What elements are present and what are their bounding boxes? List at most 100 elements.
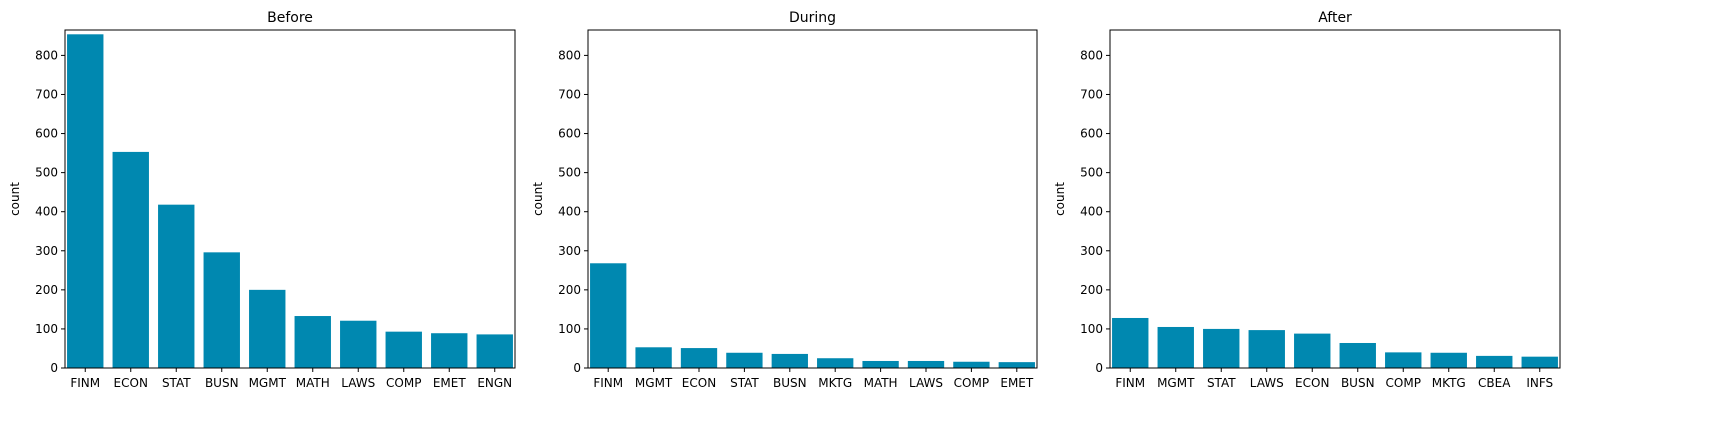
bar-math bbox=[294, 316, 331, 368]
x-tick-label: ECON bbox=[114, 376, 148, 390]
bar-laws bbox=[1248, 330, 1285, 368]
x-tick-label: LAWS bbox=[1250, 376, 1284, 390]
axes-frame bbox=[64, 29, 516, 369]
x-tick-label: MKTG bbox=[818, 376, 852, 390]
y-tick-label: 600 bbox=[558, 127, 581, 141]
x-tick-label: LAWS bbox=[909, 376, 943, 390]
chart-panel-3: FINM MGMT STAT LAWS ECON BUSN COMP MKTG CBEA INFS… bbox=[1053, 10, 1561, 390]
y-tick-label: 200 bbox=[558, 283, 581, 297]
x-tick-label: INFS bbox=[1526, 376, 1553, 390]
bar-emet bbox=[998, 362, 1035, 368]
y-tick-label: 100 bbox=[35, 322, 58, 336]
y-tick-label: 0 bbox=[1095, 361, 1103, 375]
y-tick-label: 0 bbox=[50, 361, 58, 375]
y-tick-label: 400 bbox=[1080, 205, 1103, 219]
y-tick-label: 100 bbox=[1080, 322, 1103, 336]
y-axis-label: count bbox=[531, 182, 545, 216]
bar-busn bbox=[1339, 342, 1376, 368]
y-tick-label: 300 bbox=[558, 244, 581, 258]
bar-econ bbox=[112, 151, 149, 368]
y-tick-label: 600 bbox=[35, 127, 58, 141]
y-tick-label: 0 bbox=[573, 361, 581, 375]
y-tick-label: 200 bbox=[1080, 283, 1103, 297]
bar-stat bbox=[158, 204, 195, 368]
bar-comp bbox=[1385, 352, 1422, 368]
x-tick-label: EMET bbox=[1000, 376, 1034, 390]
y-tick-label: 800 bbox=[1080, 48, 1103, 62]
bar-infs bbox=[1521, 356, 1558, 368]
y-tick-label: 700 bbox=[1080, 87, 1103, 101]
x-tick-label: BUSN bbox=[205, 376, 239, 390]
bar-finm bbox=[1112, 317, 1149, 368]
y-tick-label: 800 bbox=[35, 48, 58, 62]
x-tick-label: MGMT bbox=[635, 376, 673, 390]
y-tick-label: 500 bbox=[558, 166, 581, 180]
x-tick-label: STAT bbox=[1207, 376, 1236, 390]
bar-comp bbox=[953, 361, 990, 368]
x-tick-label: ENGN bbox=[477, 376, 512, 390]
bar-mktg bbox=[817, 358, 854, 368]
bar-econ bbox=[1294, 333, 1331, 368]
y-tick-label: 700 bbox=[558, 87, 581, 101]
x-tick-label: MKTG bbox=[1432, 376, 1466, 390]
x-tick-label: MATH bbox=[864, 376, 898, 390]
x-tick-label: MGMT bbox=[1157, 376, 1195, 390]
bar-busn bbox=[203, 252, 240, 368]
y-tick-label: 400 bbox=[558, 205, 581, 219]
x-tick-label: BUSN bbox=[773, 376, 807, 390]
bar-mktg bbox=[1430, 352, 1467, 368]
bar-engn bbox=[476, 334, 513, 368]
y-tick-label: 700 bbox=[35, 87, 58, 101]
y-tick-label: 400 bbox=[35, 205, 58, 219]
bar-mgmt bbox=[249, 289, 286, 368]
chart-title: During bbox=[789, 10, 836, 26]
y-tick-label: 300 bbox=[1080, 244, 1103, 258]
x-tick-label: MATH bbox=[296, 376, 330, 390]
bar-math bbox=[862, 360, 899, 368]
bar-comp bbox=[385, 331, 422, 368]
bar-mgmt bbox=[1157, 326, 1194, 368]
x-tick-label: STAT bbox=[730, 376, 759, 390]
chart-title: After bbox=[1318, 10, 1352, 26]
axes-frame bbox=[587, 29, 1038, 369]
bar-mgmt bbox=[635, 347, 672, 368]
bar-emet bbox=[431, 333, 468, 368]
x-tick-label: BUSN bbox=[1341, 376, 1375, 390]
bar-econ bbox=[680, 348, 718, 368]
bar-laws bbox=[340, 320, 377, 368]
x-tick-label: CBEA bbox=[1478, 376, 1511, 390]
x-tick-label: ECON bbox=[1295, 376, 1329, 390]
bar-cbea bbox=[1476, 355, 1513, 368]
x-tick-label: FINM bbox=[593, 376, 623, 390]
x-tick-label: LAWS bbox=[341, 376, 375, 390]
x-tick-label: COMP bbox=[954, 376, 989, 390]
axes-frame bbox=[1109, 29, 1561, 369]
chart-title: Before bbox=[267, 10, 313, 26]
x-tick-label: FINM bbox=[70, 376, 100, 390]
bar-stat bbox=[1203, 328, 1240, 368]
y-tick-label: 500 bbox=[1080, 166, 1103, 180]
y-tick-label: 300 bbox=[35, 244, 58, 258]
chart-panel-2: FINM MGMT ECON STAT BUSN MKTG MATH LAWS COMP EMET… bbox=[531, 10, 1038, 390]
y-tick-label: 500 bbox=[35, 166, 58, 180]
x-tick-label: COMP bbox=[386, 376, 421, 390]
x-tick-label: COMP bbox=[1386, 376, 1421, 390]
x-tick-label: FINM bbox=[1115, 376, 1145, 390]
bar-finm bbox=[590, 263, 627, 368]
bar-busn bbox=[771, 353, 808, 368]
bar-laws bbox=[907, 360, 945, 368]
y-axis-label: count bbox=[8, 182, 22, 216]
y-tick-label: 600 bbox=[1080, 127, 1103, 141]
x-tick-label: STAT bbox=[162, 376, 191, 390]
x-tick-label: MGMT bbox=[249, 376, 287, 390]
y-tick-label: 200 bbox=[35, 283, 58, 297]
bar-stat bbox=[726, 352, 763, 368]
chart-panel-1: FINM ECON STAT BUSN MGMT MATH LAWS COMP EMET ENGN… bbox=[8, 10, 516, 390]
y-axis-label: count bbox=[1053, 182, 1067, 216]
y-tick-label: 800 bbox=[558, 48, 581, 62]
x-tick-label: EMET bbox=[433, 376, 467, 390]
x-tick-label: ECON bbox=[682, 376, 716, 390]
y-tick-label: 100 bbox=[558, 322, 581, 336]
